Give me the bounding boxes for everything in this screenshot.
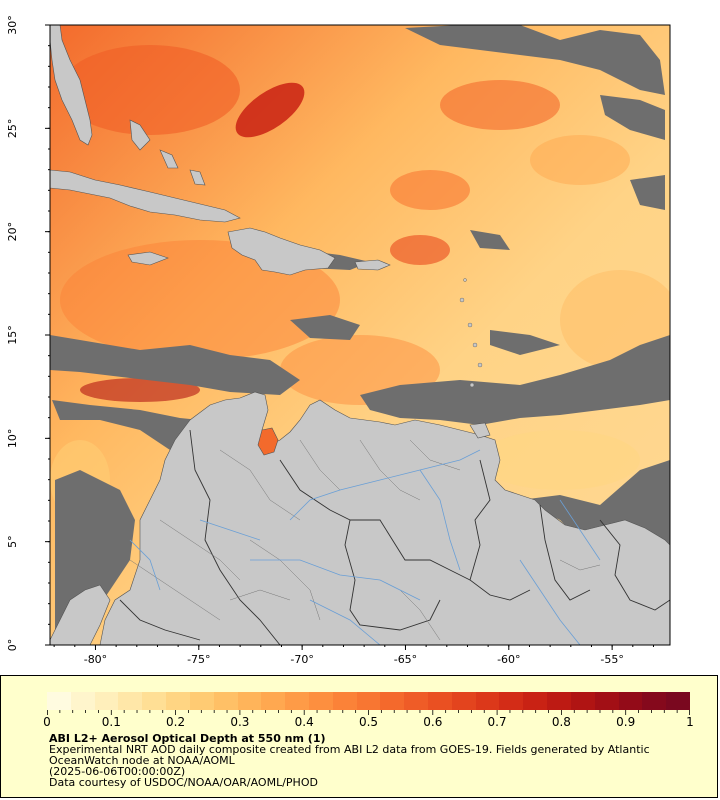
y-tick-label: 25° bbox=[6, 119, 19, 139]
colorbar-segment bbox=[570, 692, 595, 710]
state-borders bbox=[129, 439, 601, 641]
colorbar-segment bbox=[70, 692, 95, 710]
colorbar-label: 0.8 bbox=[551, 715, 571, 729]
colorbar-segment bbox=[380, 692, 405, 710]
colorbar-segment bbox=[547, 692, 571, 710]
colorbar-segment bbox=[499, 692, 524, 710]
x-tick-label: -75° bbox=[187, 653, 210, 666]
colorbar-segment bbox=[261, 692, 286, 710]
colorbar-segment bbox=[332, 692, 357, 710]
legend-description-cont: OceanWatch node at NOAA/AOML bbox=[49, 754, 235, 767]
colorbar-segment bbox=[404, 692, 428, 710]
y-tick-label: 5° bbox=[6, 535, 19, 548]
colorbar-labels: 0 0.1 0.2 0.3 0.4 0.5 0.6 0.7 0.8 0.9 1 bbox=[43, 715, 694, 729]
y-tick-label: 20° bbox=[6, 222, 19, 242]
map-panel: -80° -75° -70° -65° -60° -55° 30° 25° 20° 15° 10°… bbox=[6, 15, 671, 666]
cuba bbox=[50, 169, 241, 223]
colorbar-label: 0.6 bbox=[423, 715, 443, 729]
colorbar-label: 0.1 bbox=[101, 715, 121, 729]
rivers bbox=[129, 449, 601, 645]
puerto-rico bbox=[354, 259, 391, 271]
colorbar-label: 0.7 bbox=[487, 715, 507, 729]
y-tick-label: 10° bbox=[6, 429, 19, 449]
land bbox=[50, 25, 670, 645]
colorbar-segment bbox=[308, 692, 333, 710]
legend-description: Experimental NRT AOD daily composite cre… bbox=[49, 743, 650, 756]
colorbar-segment bbox=[213, 692, 238, 710]
colorbar-label: 0.5 bbox=[358, 715, 379, 729]
bahamas bbox=[129, 119, 151, 151]
colorbar-label: 0.3 bbox=[230, 715, 250, 729]
map-content bbox=[50, 25, 670, 645]
lake-maracaibo bbox=[257, 427, 279, 456]
panama-costa-rica bbox=[50, 584, 111, 645]
y-tick-label: 15° bbox=[6, 325, 19, 345]
colorbar-label: 0.9 bbox=[616, 715, 636, 729]
aod-map: -80° -75° -70° -65° -60° -55° 30° 25° 20° 15° 10°… bbox=[6, 15, 671, 666]
colorbar-segment bbox=[94, 692, 119, 710]
x-tick-label: -65° bbox=[394, 653, 417, 666]
colorbar-segment bbox=[118, 692, 143, 710]
colorbar-segment bbox=[523, 692, 548, 710]
legend-title: ABI L2+ Aerosol Optical Depth at 550 nm … bbox=[49, 732, 326, 745]
legend-panel: 0 0.1 0.2 0.3 0.4 0.5 0.6 0.7 0.8 0.9 1 ABI L2+ Ae… bbox=[0, 675, 718, 798]
colorbar-segment bbox=[166, 692, 190, 710]
colorbar-segment bbox=[189, 692, 214, 710]
x-axis: -80° -75° -70° -65° -60° -55° bbox=[53, 645, 654, 666]
hispaniola bbox=[227, 227, 336, 276]
colorbar-ticks bbox=[47, 710, 690, 715]
x-tick-label: -55° bbox=[600, 653, 623, 666]
y-axis: 30° 25° 20° 15° 10° 5° 0° bbox=[6, 15, 50, 651]
colorbar-label: 1 bbox=[686, 715, 694, 729]
legend-credit: Data courtesy of USDOC/NOAA/OAR/AOML/PHO… bbox=[49, 776, 318, 789]
colorbar bbox=[47, 692, 690, 710]
colorbar-segment bbox=[594, 692, 619, 710]
colorbar-segment bbox=[142, 692, 167, 710]
colorbar-segment bbox=[428, 692, 452, 710]
legend-text: ABI L2+ Aerosol Optical Depth at 550 nm … bbox=[49, 733, 709, 788]
lesser-antilles bbox=[459, 278, 483, 388]
legend-date: (2025-06-06T00:00:00Z) bbox=[49, 765, 186, 778]
colorbar-segment bbox=[356, 692, 381, 710]
x-tick-label: -80° bbox=[84, 653, 107, 666]
colorbar-segment bbox=[642, 692, 667, 710]
colorbar-segment bbox=[451, 692, 476, 710]
colorbar-label: 0.4 bbox=[294, 715, 314, 729]
colorbar-segment bbox=[475, 692, 500, 710]
colorbar-segment bbox=[237, 692, 262, 710]
colorbar-segment bbox=[285, 692, 309, 710]
x-tick-label: -60° bbox=[497, 653, 520, 666]
x-tick-label: -70° bbox=[290, 653, 313, 666]
colorbar-label: 0 bbox=[43, 715, 51, 729]
trinidad bbox=[469, 422, 491, 439]
florida bbox=[50, 25, 93, 146]
y-tick-label: 30° bbox=[6, 15, 19, 35]
colorbar-segment bbox=[47, 692, 71, 710]
y-tick-label: 0° bbox=[6, 639, 19, 652]
colorbar-segment bbox=[618, 692, 643, 710]
jamaica bbox=[127, 251, 169, 266]
colorbar-label: 0.2 bbox=[166, 715, 186, 729]
colorbar-segment bbox=[666, 692, 690, 710]
